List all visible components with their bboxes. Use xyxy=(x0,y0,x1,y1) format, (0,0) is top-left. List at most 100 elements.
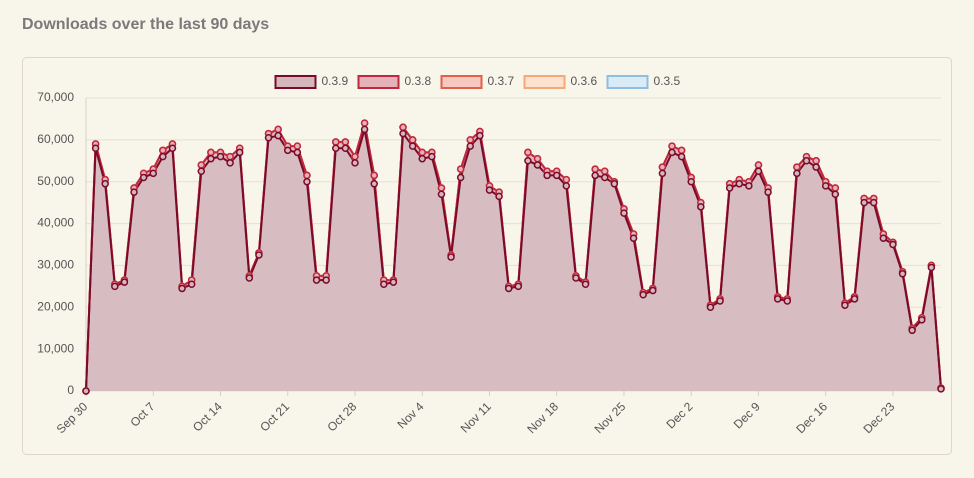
legend-swatch xyxy=(274,75,317,89)
point xyxy=(543,171,551,180)
point xyxy=(668,148,676,157)
point xyxy=(312,276,321,284)
point xyxy=(812,163,820,171)
point xyxy=(428,152,436,161)
point xyxy=(149,169,157,178)
point xyxy=(120,278,129,286)
point xyxy=(293,142,302,150)
point xyxy=(466,142,475,150)
point xyxy=(572,274,580,282)
point xyxy=(207,148,215,157)
legend-swatch xyxy=(606,75,649,89)
point xyxy=(620,209,628,217)
point xyxy=(235,148,244,157)
point xyxy=(889,240,897,249)
point xyxy=(380,280,388,289)
point xyxy=(207,154,215,163)
legend-swatch xyxy=(440,75,483,89)
point xyxy=(581,280,590,289)
legend-label: 0.3.5 xyxy=(654,74,681,88)
point xyxy=(360,119,369,127)
point xyxy=(370,171,378,180)
y-tick-label: 20,000 xyxy=(37,299,74,313)
point xyxy=(562,175,571,184)
point xyxy=(562,182,571,190)
point xyxy=(831,184,840,192)
point xyxy=(697,203,705,211)
point xyxy=(274,125,282,134)
point xyxy=(168,144,177,152)
point xyxy=(408,136,417,144)
point xyxy=(303,171,311,180)
point xyxy=(332,138,340,146)
point xyxy=(831,190,840,199)
point xyxy=(677,146,686,155)
point xyxy=(601,173,609,182)
point xyxy=(495,192,503,201)
point xyxy=(601,167,609,175)
point xyxy=(754,161,763,169)
point xyxy=(351,159,359,167)
point xyxy=(524,148,532,157)
point xyxy=(466,136,475,144)
point xyxy=(629,234,638,242)
point xyxy=(658,163,667,171)
point xyxy=(293,148,302,157)
point xyxy=(591,171,599,180)
point xyxy=(456,165,465,173)
point xyxy=(82,387,90,395)
point xyxy=(255,251,263,259)
point xyxy=(303,177,311,186)
point xyxy=(812,157,820,165)
point xyxy=(783,297,792,305)
point xyxy=(735,180,744,188)
point xyxy=(159,152,167,161)
point xyxy=(504,284,513,293)
legend-swatch xyxy=(357,75,400,89)
y-tick-label: 70,000 xyxy=(37,90,74,104)
point xyxy=(139,173,148,182)
point xyxy=(870,198,878,207)
point xyxy=(447,253,455,261)
point xyxy=(101,180,109,188)
point xyxy=(360,125,369,134)
point xyxy=(322,276,330,284)
point xyxy=(927,263,936,272)
legend-swatch xyxy=(523,75,566,89)
point xyxy=(187,280,196,289)
point xyxy=(476,131,484,140)
y-tick-label: 0 xyxy=(67,383,74,397)
point xyxy=(677,152,686,161)
y-tick-label: 10,000 xyxy=(37,341,74,355)
point xyxy=(879,234,888,242)
point xyxy=(649,286,657,295)
point xyxy=(130,188,138,196)
point xyxy=(841,301,849,309)
point xyxy=(283,146,292,155)
legend-label: 0.3.6 xyxy=(571,74,598,88)
point xyxy=(850,295,859,303)
point xyxy=(341,144,350,152)
y-tick-label: 40,000 xyxy=(37,216,74,230)
legend-label: 0.3.8 xyxy=(405,74,432,88)
point xyxy=(639,290,647,299)
point xyxy=(226,152,234,161)
y-tick-label: 50,000 xyxy=(37,174,74,188)
point xyxy=(668,142,676,150)
point xyxy=(197,161,206,169)
point xyxy=(389,278,398,286)
point xyxy=(658,169,667,178)
point xyxy=(216,152,225,161)
point xyxy=(552,171,561,180)
point xyxy=(178,284,186,293)
point xyxy=(437,190,446,199)
point xyxy=(802,157,811,165)
point xyxy=(341,138,350,146)
point xyxy=(898,270,907,278)
point xyxy=(764,188,772,196)
point xyxy=(456,173,465,182)
point xyxy=(918,316,926,324)
point xyxy=(793,169,801,178)
